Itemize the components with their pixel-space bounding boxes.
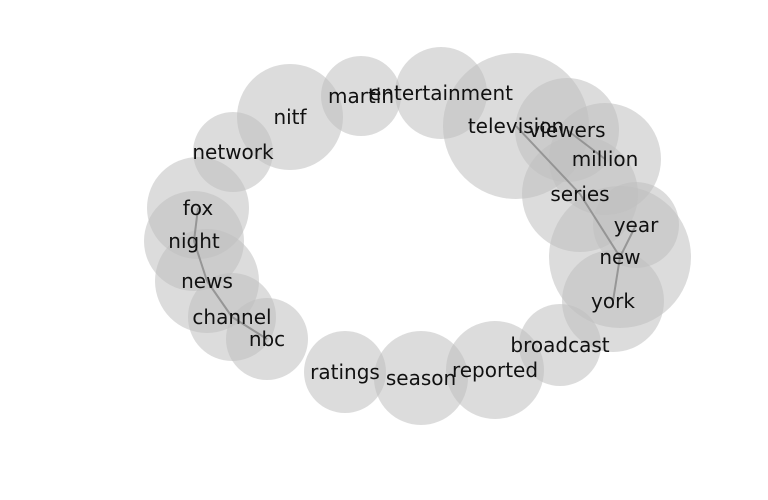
node-label-million: million (572, 147, 639, 171)
edge-viewers-million (566, 129, 606, 160)
node-label-network: network (192, 140, 274, 164)
edge-channel-nbc (231, 316, 268, 340)
edges (193, 125, 637, 340)
node-label-fox: fox (183, 196, 214, 220)
node-label-nitf: nitf (273, 105, 307, 129)
node-label-new: new (599, 245, 640, 269)
edge-news-channel (206, 280, 233, 318)
node-label-reported: reported (452, 358, 538, 382)
node-circle-ratings (304, 331, 386, 413)
node-label-entertainment: entertainment (369, 81, 513, 105)
node-label-night: night (168, 229, 220, 253)
node-label-nbc: nbc (249, 327, 285, 351)
node-circles (144, 47, 691, 425)
edge-year-new (619, 224, 637, 258)
edge-new-york (612, 256, 621, 302)
node-label-viewers: viewers (528, 118, 605, 142)
node-label-series: series (550, 182, 609, 206)
node-label-york: york (591, 289, 635, 313)
node-label-news: news (181, 269, 233, 293)
edge-fox-night (193, 207, 199, 242)
node-label-season: season (386, 366, 456, 390)
edge-television-series (515, 125, 581, 195)
node-label-broadcast: broadcast (510, 333, 609, 357)
node-circle-season (374, 331, 468, 425)
edge-night-news (193, 240, 208, 282)
edge-series-new (579, 193, 621, 258)
node-label-television: television (468, 114, 564, 138)
node-label-ratings: ratings (310, 360, 380, 384)
node-label-year: year (614, 213, 659, 237)
node-label-martin: martin (328, 84, 394, 108)
node-label-channel: channel (192, 305, 271, 329)
